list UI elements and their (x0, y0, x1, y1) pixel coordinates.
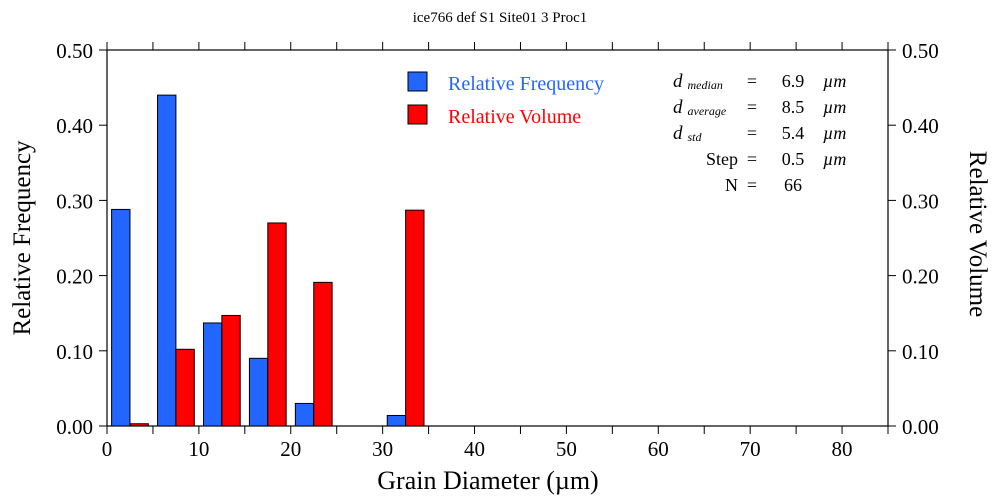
stat-equals: = (747, 123, 757, 143)
y-tick-label: 0.40 (56, 114, 93, 138)
x-tick-label: 30 (372, 437, 393, 461)
legend: Relative Frequency Relative Volume (407, 71, 604, 128)
stat-equals: = (747, 175, 757, 195)
stat-label: d median (673, 71, 723, 92)
y-axis-label: Relative Frequency (9, 140, 36, 336)
stat-unit: µm (823, 123, 846, 143)
x-tick-label: 70 (740, 437, 761, 461)
x-tick-label: 50 (556, 437, 577, 461)
bar-frequency (386, 414, 407, 427)
stat-equals: = (747, 71, 757, 91)
stat-label: N (725, 175, 738, 195)
stat-value: 0.5 (782, 149, 805, 169)
stat-value: 6.9 (782, 71, 805, 91)
bar-volume (267, 222, 287, 427)
bar-frequency (111, 208, 131, 427)
bar-volume (129, 423, 149, 427)
x-tick-label: 80 (832, 437, 853, 461)
y2-axis-label: Relative Volume (964, 151, 991, 317)
y-tick-label: 0.50 (56, 39, 93, 63)
y2-tick-label: 0.30 (902, 189, 939, 213)
y2-tick-label: 0.20 (902, 265, 939, 289)
stat-unit: µm (823, 97, 846, 117)
stat-value: 5.4 (782, 123, 805, 143)
stat-label: d std (673, 123, 703, 144)
y-tick-label: 0.30 (56, 189, 93, 213)
legend-label-volume: Relative Volume (448, 106, 581, 128)
stat-label: Step (706, 149, 738, 169)
x-axis-label: Grain Diameter (µm) (377, 466, 598, 495)
y-tick-label: 0.10 (56, 340, 93, 364)
y2-tick-label: 0.40 (902, 114, 939, 138)
legend-swatch-volume (407, 104, 428, 125)
stat-unit: µm (823, 149, 846, 169)
y-tick-label: 0.00 (56, 415, 93, 439)
stats-box: d median = 6.9 µm d average = 8.5 µm d std = 5.4 µm Ste… (673, 71, 846, 195)
stat-value: 66 (784, 175, 802, 195)
bar-frequency (294, 402, 315, 427)
x-tick-label: 40 (464, 437, 485, 461)
bar-frequency (248, 357, 269, 427)
bar-frequency (157, 94, 177, 427)
stat-subscript: average (688, 104, 727, 118)
legend-swatch-frequency (407, 71, 428, 92)
x-tick-label: 0 (102, 437, 113, 461)
bar-volume (313, 281, 333, 427)
y-tick-label: 0.20 (56, 265, 93, 289)
stat-equals: = (747, 149, 757, 169)
stat-label: d average (673, 97, 727, 118)
x-tick-label: 60 (648, 437, 669, 461)
x-tick-label: 10 (188, 437, 209, 461)
x-tick-label: 20 (280, 437, 301, 461)
legend-label-frequency: Relative Frequency (448, 73, 604, 95)
bar-volume (175, 348, 195, 427)
y2-tick-label: 0.00 (902, 415, 939, 439)
bar-volume (405, 209, 425, 427)
stat-unit: µm (823, 71, 846, 91)
stat-subscript: std (688, 130, 703, 144)
bar-volume (221, 314, 241, 427)
bar-frequency (202, 322, 223, 427)
stat-subscript: median (688, 78, 723, 92)
stat-value: 8.5 (782, 97, 805, 117)
y2-tick-label: 0.50 (902, 39, 939, 63)
plot-frame (106, 49, 889, 427)
stat-equals: = (747, 97, 757, 117)
chart-title: ice766 def S1 Site01 3 Proc1 (413, 10, 588, 26)
y2-tick-label: 0.10 (902, 340, 939, 364)
